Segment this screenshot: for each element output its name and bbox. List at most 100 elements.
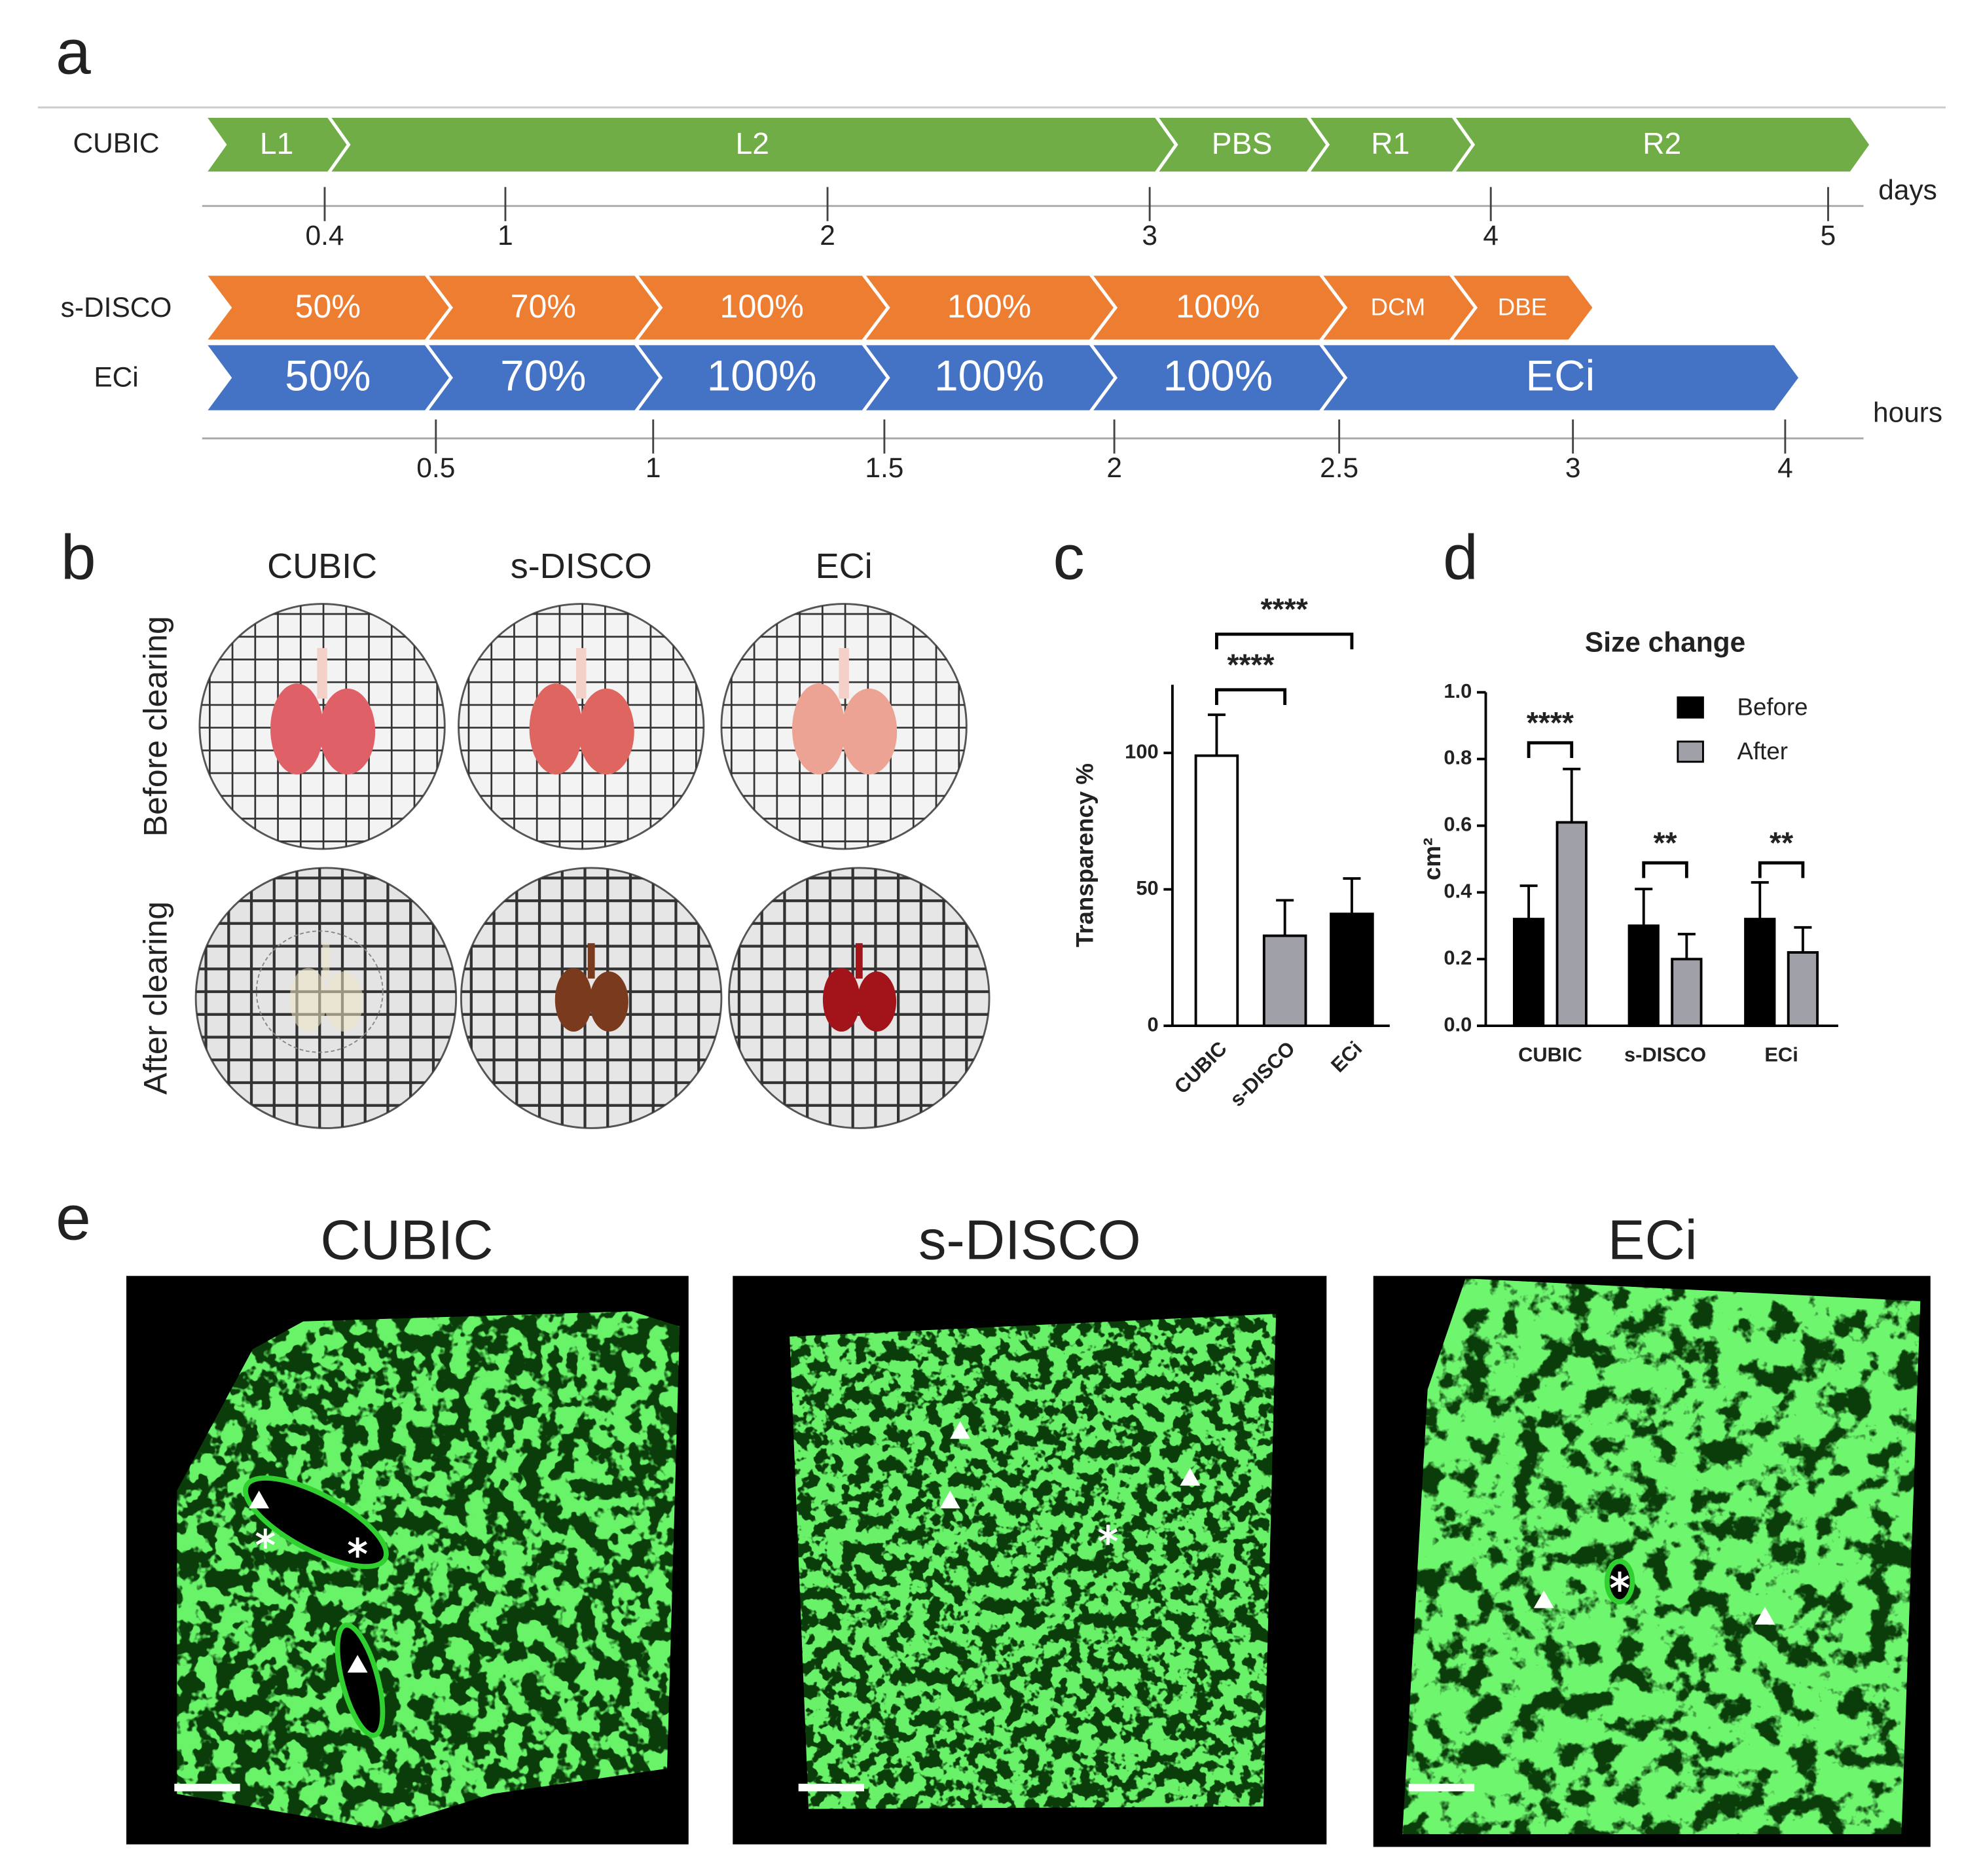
bar <box>1512 918 1545 1028</box>
x-tick-label: ECi <box>1764 1043 1798 1066</box>
panel-label: e <box>56 1183 91 1254</box>
step-label: L2 <box>735 126 769 160</box>
arrowhead-marker <box>347 1655 368 1673</box>
bar <box>1787 951 1819 1028</box>
y-tick-label: 0.4 <box>1444 879 1472 902</box>
y-tick-label: 1.0 <box>1444 679 1472 702</box>
step-label: 100% <box>707 352 817 399</box>
lobe <box>324 971 363 1032</box>
panel-label: d <box>1443 522 1478 592</box>
lobe <box>270 683 324 775</box>
lobe <box>578 688 634 775</box>
micrograph-title: s-DISCO <box>918 1208 1141 1271</box>
step-label: DCM <box>1371 294 1425 321</box>
tick-label: 5 <box>1821 220 1836 251</box>
tick-label: 3 <box>1142 220 1157 251</box>
significance-label: ** <box>1654 825 1677 859</box>
error-bar <box>1635 888 1653 926</box>
tick-label: 2 <box>820 220 835 251</box>
vessel-lumen <box>335 1622 386 1738</box>
error-bar <box>1207 713 1226 756</box>
tick-label: 0.4 <box>305 220 344 251</box>
lung <box>822 943 897 1032</box>
trachea <box>839 648 849 699</box>
lung <box>289 943 363 1032</box>
axis-label: hours <box>1873 397 1942 427</box>
error-bar <box>1563 767 1581 823</box>
tick-label: 2.5 <box>1320 452 1358 483</box>
panel-label: a <box>56 17 91 87</box>
lung <box>529 648 634 775</box>
significance-label: **** <box>1227 647 1275 681</box>
lobe <box>822 967 860 1032</box>
tick-label: 3 <box>1565 452 1581 483</box>
y-axis-label: Transparency % <box>1071 763 1098 947</box>
tissue <box>790 1314 1277 1809</box>
significance-bracket <box>1527 741 1574 758</box>
y-tick-label: 0.2 <box>1444 946 1472 969</box>
row-label: ECi <box>94 361 138 392</box>
step-label: 70% <box>511 288 576 325</box>
bar <box>1555 821 1588 1028</box>
micrograph-title: CUBIC <box>320 1208 493 1271</box>
lobe <box>319 688 376 775</box>
significance-bracket <box>1642 861 1688 878</box>
step-label: L1 <box>260 126 294 160</box>
trachea <box>317 648 327 699</box>
lobe <box>554 967 592 1032</box>
x-tick-label: s-DISCO <box>1624 1043 1706 1066</box>
column-title: s-DISCO <box>511 547 652 586</box>
y-tick-label: 100 <box>1125 740 1159 763</box>
bar <box>1330 912 1374 1028</box>
lung <box>554 943 628 1032</box>
legend-label: After <box>1737 738 1788 765</box>
bar <box>1671 958 1703 1028</box>
significance-bracket <box>1215 632 1354 650</box>
y-tick-label: 0.6 <box>1444 813 1472 836</box>
y-tick-label: 0.0 <box>1444 1013 1472 1036</box>
significance-label: **** <box>1261 592 1308 626</box>
chart-title: Size change <box>1585 627 1745 658</box>
panel-label: c <box>1053 522 1085 592</box>
tissue <box>1402 1278 1921 1835</box>
tissue-texture <box>790 1314 1277 1809</box>
asterisk-marker <box>255 1528 275 1549</box>
error-bar <box>1519 884 1538 920</box>
micrograph-title: ECi <box>1608 1208 1698 1271</box>
timeline-step <box>1317 342 1803 414</box>
bar <box>1744 918 1776 1028</box>
step-label: 70% <box>500 352 586 399</box>
step-label: 50% <box>295 288 361 325</box>
tick-label: 1 <box>498 220 513 251</box>
significance-bracket <box>1215 688 1287 705</box>
arrowhead-marker <box>1533 1590 1554 1608</box>
step-label: ECi <box>1526 352 1595 399</box>
step-label: R2 <box>1643 126 1681 160</box>
scale-bar <box>1408 1784 1475 1792</box>
step-label: 100% <box>720 288 804 325</box>
step-label: 100% <box>947 288 1031 325</box>
column-title: CUBIC <box>267 547 377 586</box>
error-bar <box>1276 899 1294 936</box>
trachea <box>855 943 863 979</box>
x-tick-label: s-DISCO <box>1226 1037 1299 1111</box>
error-bar <box>1751 881 1769 920</box>
lobe <box>792 683 846 775</box>
error-bar <box>1677 933 1696 960</box>
tick-label: 4 <box>1777 452 1793 483</box>
error-bar <box>1343 877 1361 914</box>
tick-label: 1 <box>645 452 661 483</box>
asterisk-marker <box>1098 1524 1118 1545</box>
lung <box>270 648 376 775</box>
x-tick-label: ECi <box>1326 1037 1366 1077</box>
lobe <box>529 683 583 775</box>
photo-grid <box>458 604 704 849</box>
x-tick-label: CUBIC <box>1170 1037 1231 1098</box>
row-label: CUBIC <box>73 128 160 158</box>
scale-bar <box>798 1784 865 1792</box>
step-label: 50% <box>285 352 371 399</box>
legend-swatch <box>1677 696 1704 719</box>
y-tick-label: 0 <box>1147 1013 1158 1036</box>
